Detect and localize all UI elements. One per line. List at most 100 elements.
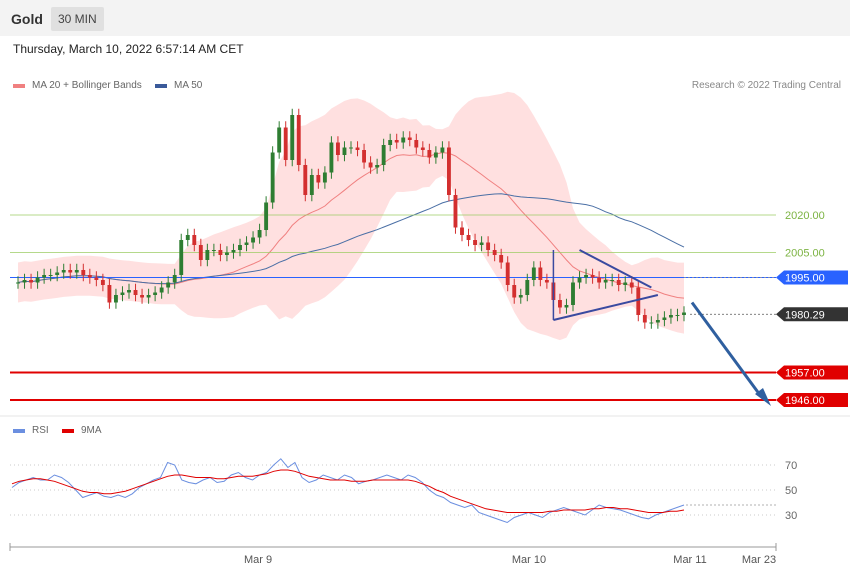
candle-body [35,277,40,283]
candle [564,298,569,314]
candle-body [316,175,321,183]
candle-body [649,322,654,324]
ma50-line [17,193,685,285]
candle-body [329,142,334,173]
candle [375,158,380,174]
level-label: 1995.00 [785,273,825,285]
candle [427,143,432,164]
candle [342,141,347,162]
candle-body [238,245,242,250]
level-label: 1957.00 [785,368,825,380]
candle [22,273,27,289]
candle-body [486,242,491,250]
legend-rsi-swatch [13,428,25,433]
candle [440,141,445,159]
candle-body [447,147,451,195]
candle-body [153,292,158,295]
candle-body [290,115,295,160]
candle [584,268,588,284]
candle-body [283,127,288,160]
candle-body [303,165,308,195]
candle [198,238,203,267]
forecast-arrow [690,301,771,406]
candle-body [355,147,360,150]
candle [544,273,549,289]
candle-body [29,280,33,283]
candle-body [68,270,73,273]
candle-body [655,320,660,323]
candle-body [48,275,53,276]
bollinger-band [18,91,684,341]
candle [264,196,269,237]
rsi-9ma-line [11,469,685,513]
candle [48,268,53,282]
x-tick-label: Mar 10 [512,554,546,566]
candle-body [538,267,543,280]
candle [68,263,73,279]
level-label: 2005.00 [785,248,825,260]
x-tick-label: Mar 11 [673,554,706,566]
candle-body [120,292,125,295]
candle [61,263,66,279]
candle-body [669,315,673,318]
level-tag [776,393,848,407]
candle [74,263,79,279]
candle [401,131,406,149]
candle [16,276,20,289]
legend-ma50-label: MA 50 [174,80,203,91]
timeframe-button[interactable]: 30 MIN [51,7,104,31]
candle-body [342,147,347,155]
candle-body [205,250,210,260]
top-bar [0,0,850,36]
candle-body [597,277,602,283]
legend-9ma-swatch [62,428,74,433]
candle-body [172,275,177,283]
candle [322,166,327,189]
candle-body [127,290,131,293]
candle-body [531,267,536,280]
legend-rsi-label: RSI [32,425,49,436]
candle-body [146,295,151,298]
rsi-line [11,458,685,524]
candle [172,268,177,289]
candle-body [185,235,190,240]
candle [492,243,497,262]
candle-body [368,162,373,168]
candle-body [159,287,164,293]
candle-body [61,270,66,273]
candle [538,261,543,287]
candle-body [349,147,353,149]
candle-body [198,245,203,260]
candle-body [55,272,60,275]
candle [244,236,249,252]
candles [16,108,686,329]
candle-body [505,262,510,285]
candle-body [440,147,445,153]
candle-body [512,285,517,298]
candle-body [499,255,504,263]
candle-body [388,140,393,145]
candle [329,136,334,179]
price-levels: 2020.00 2005.00 1995.00 1980.29 1957.00 1946.… [10,210,848,407]
candle-body [81,270,86,275]
arrow-shaft [690,301,762,396]
candle [577,271,582,289]
candle-body [623,282,628,285]
candle [642,308,647,329]
copyright: Research © 2022 Trading Central [691,80,841,91]
candle [479,236,484,252]
candle [662,311,667,327]
candle [29,273,33,289]
candle-body [166,282,171,288]
candle [296,108,301,172]
candle [257,223,262,244]
candle-body [394,140,399,143]
candle [81,263,86,282]
candle [649,316,654,329]
candle [336,136,340,162]
candle [94,271,99,287]
candle [505,256,510,292]
level-tag [776,307,848,322]
candle [192,228,197,252]
